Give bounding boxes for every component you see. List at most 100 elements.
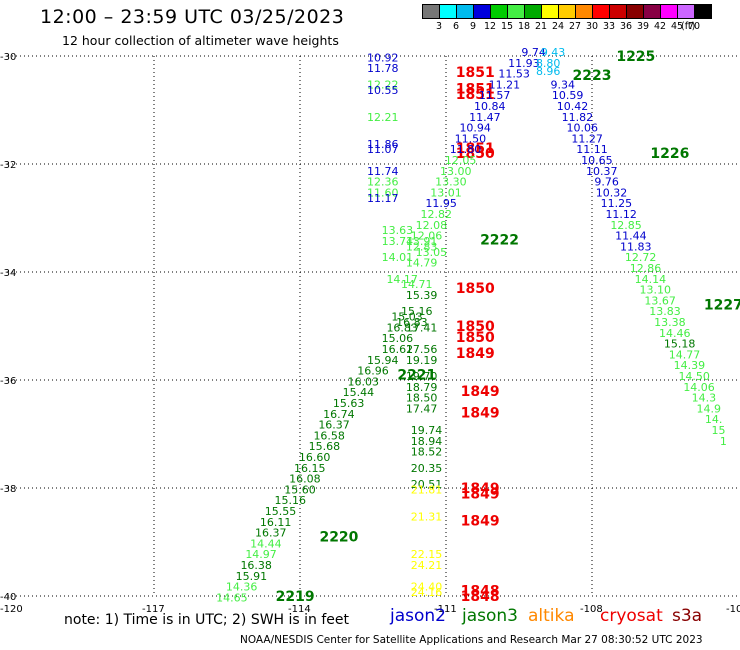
pass-time-label: 2219 [276,589,315,605]
wave-height-value: 11.60 [367,186,399,199]
wave-height-value: 13.00 [440,165,472,178]
wave-height-value: 15 [712,424,726,437]
pass-time-label: 1225 [616,49,655,65]
lat-tick-label: -30 [0,52,16,63]
legend-altika: altika [528,606,575,626]
wave-height-value: 24.16 [411,586,443,599]
lon-tick-label: -108 [580,604,603,615]
wave-height-value: 16.15 [294,462,326,475]
footnote: note: 1) Time is in UTC; 2) SWH is in fe… [64,612,350,628]
wave-height-value: 17.41 [406,321,438,334]
pass-time-label: 2221 [397,368,436,384]
pass-time-label: 1849 [461,405,500,421]
pass-time-label: 1850 [456,281,495,297]
color-scale-label: 6 [452,21,460,32]
wave-height-value: 11.93 [508,57,540,70]
color-scale-label: 9 [469,21,477,32]
wave-height-value: 11.27 [571,132,603,145]
wave-height-value: 9.76 [594,176,619,189]
wave-height-value: 16.96 [357,365,389,378]
wave-height-value: 11.50 [455,132,487,145]
wave-height-value: 16.11 [260,516,292,529]
wave-height-value: 8.96 [536,65,561,78]
wave-height-value: 14.65 [216,591,248,604]
wave-height-value: 13.05 [416,246,448,259]
legend-jason2: jason2 [390,606,446,626]
wave-height-value: 15.44 [343,386,375,399]
pass-time-label: 1848 [461,584,500,600]
wave-height-value: 15.18 [664,338,696,351]
wave-height-value: 14.50 [678,370,710,383]
wave-height-value: 18.50 [406,392,438,405]
pass-time-label: 1850 [456,146,495,162]
wave-height-value: 11.80 [450,143,482,156]
wave-height-value: 14.39 [674,359,706,372]
lat-tick-label: -40 [0,592,16,603]
wave-height-value: 16.74 [323,408,355,421]
color-scale-label: 39 [636,21,650,32]
wave-height-value: 15.16 [401,305,433,318]
wave-height-value: 12.86 [630,262,662,275]
pass-time-label: 1851 [456,65,495,81]
pass-time-label: 1849 [461,513,500,529]
wave-height-value: 13.74 [382,235,414,248]
wave-height-value: 14.01 [382,251,414,264]
wave-height-value: 8.80 [536,57,561,70]
lon-tick-label: -111 [434,604,457,615]
color-scale-label: 27 [568,21,582,32]
wave-height-value: 16.37 [255,527,287,540]
wave-height-value: 14.06 [683,381,715,394]
wave-height-value: 14.14 [635,273,667,286]
color-scale-unit: (ft) [681,21,696,32]
wave-height-value: 12.36 [367,176,399,189]
wave-height-value: 16.37 [318,419,350,432]
lon-tick-label: -114 [288,604,311,615]
pass-time-label: 1849 [461,481,500,497]
pass-time-label: 1849 [461,384,500,400]
map-title: 12:00 – 23:59 UTC 03/25/2023 [40,6,345,28]
wave-height-value: 15.94 [367,354,399,367]
wave-height-value: 15.63 [333,397,365,410]
wave-height-value: 14. [705,413,723,426]
wave-height-value: 14.79 [406,257,438,270]
wave-height-value: 11.74 [367,165,399,178]
color-scale-label: 21 [534,21,548,32]
color-scale-label: 70 [687,21,701,32]
color-scale-label: 24 [551,21,565,32]
wave-height-value: 18.79 [406,381,438,394]
wave-height-value: 13.83 [649,305,681,318]
map-subtitle: 12 hour collection of altimeter wave hei… [62,33,339,48]
pass-time-label: 1227 [704,297,740,313]
wave-height-value: 10.32 [596,186,628,199]
wave-height-value: 16.58 [313,429,345,442]
wave-height-value: 16.38 [240,559,272,572]
wave-height-value: 11.86 [367,138,399,151]
wave-height-value: 10.59 [552,89,584,102]
pass-time-label: 2222 [480,233,519,249]
legend-cryosat: cryosat [600,606,663,626]
lon-tick-label: -105 [726,604,740,615]
wave-height-value: 10.84 [474,100,506,113]
wave-height-value: 18.94 [411,435,443,448]
wave-height-value: 13.10 [640,284,672,297]
wave-height-value: 11.12 [605,208,637,221]
pass-time-label: 1849 [461,486,500,502]
wave-height-value: 11.11 [576,143,608,156]
wave-height-value: 11.78 [367,62,399,75]
wave-height-value: 12.05 [445,154,477,167]
wave-height-value: 12.08 [416,219,448,232]
color-scale-label: 30 [585,21,599,32]
wave-height-value: 17.56 [406,343,438,356]
color-swatch [694,4,712,19]
wave-height-value: 9.43 [541,46,566,59]
pass-time-label: 2223 [573,68,612,84]
legend-jason3: jason3 [462,606,518,626]
lon-tick-label: -120 [0,604,23,615]
wave-height-value: 15.91 [236,570,268,583]
wave-height-value: 14.9 [697,402,722,415]
color-scale-label: 3 [435,21,443,32]
color-scale-label: 18 [517,21,531,32]
wave-height-value: 20.35 [411,462,443,475]
color-scale-label: 42 [653,21,667,32]
wave-height-value: 1 [720,435,727,448]
